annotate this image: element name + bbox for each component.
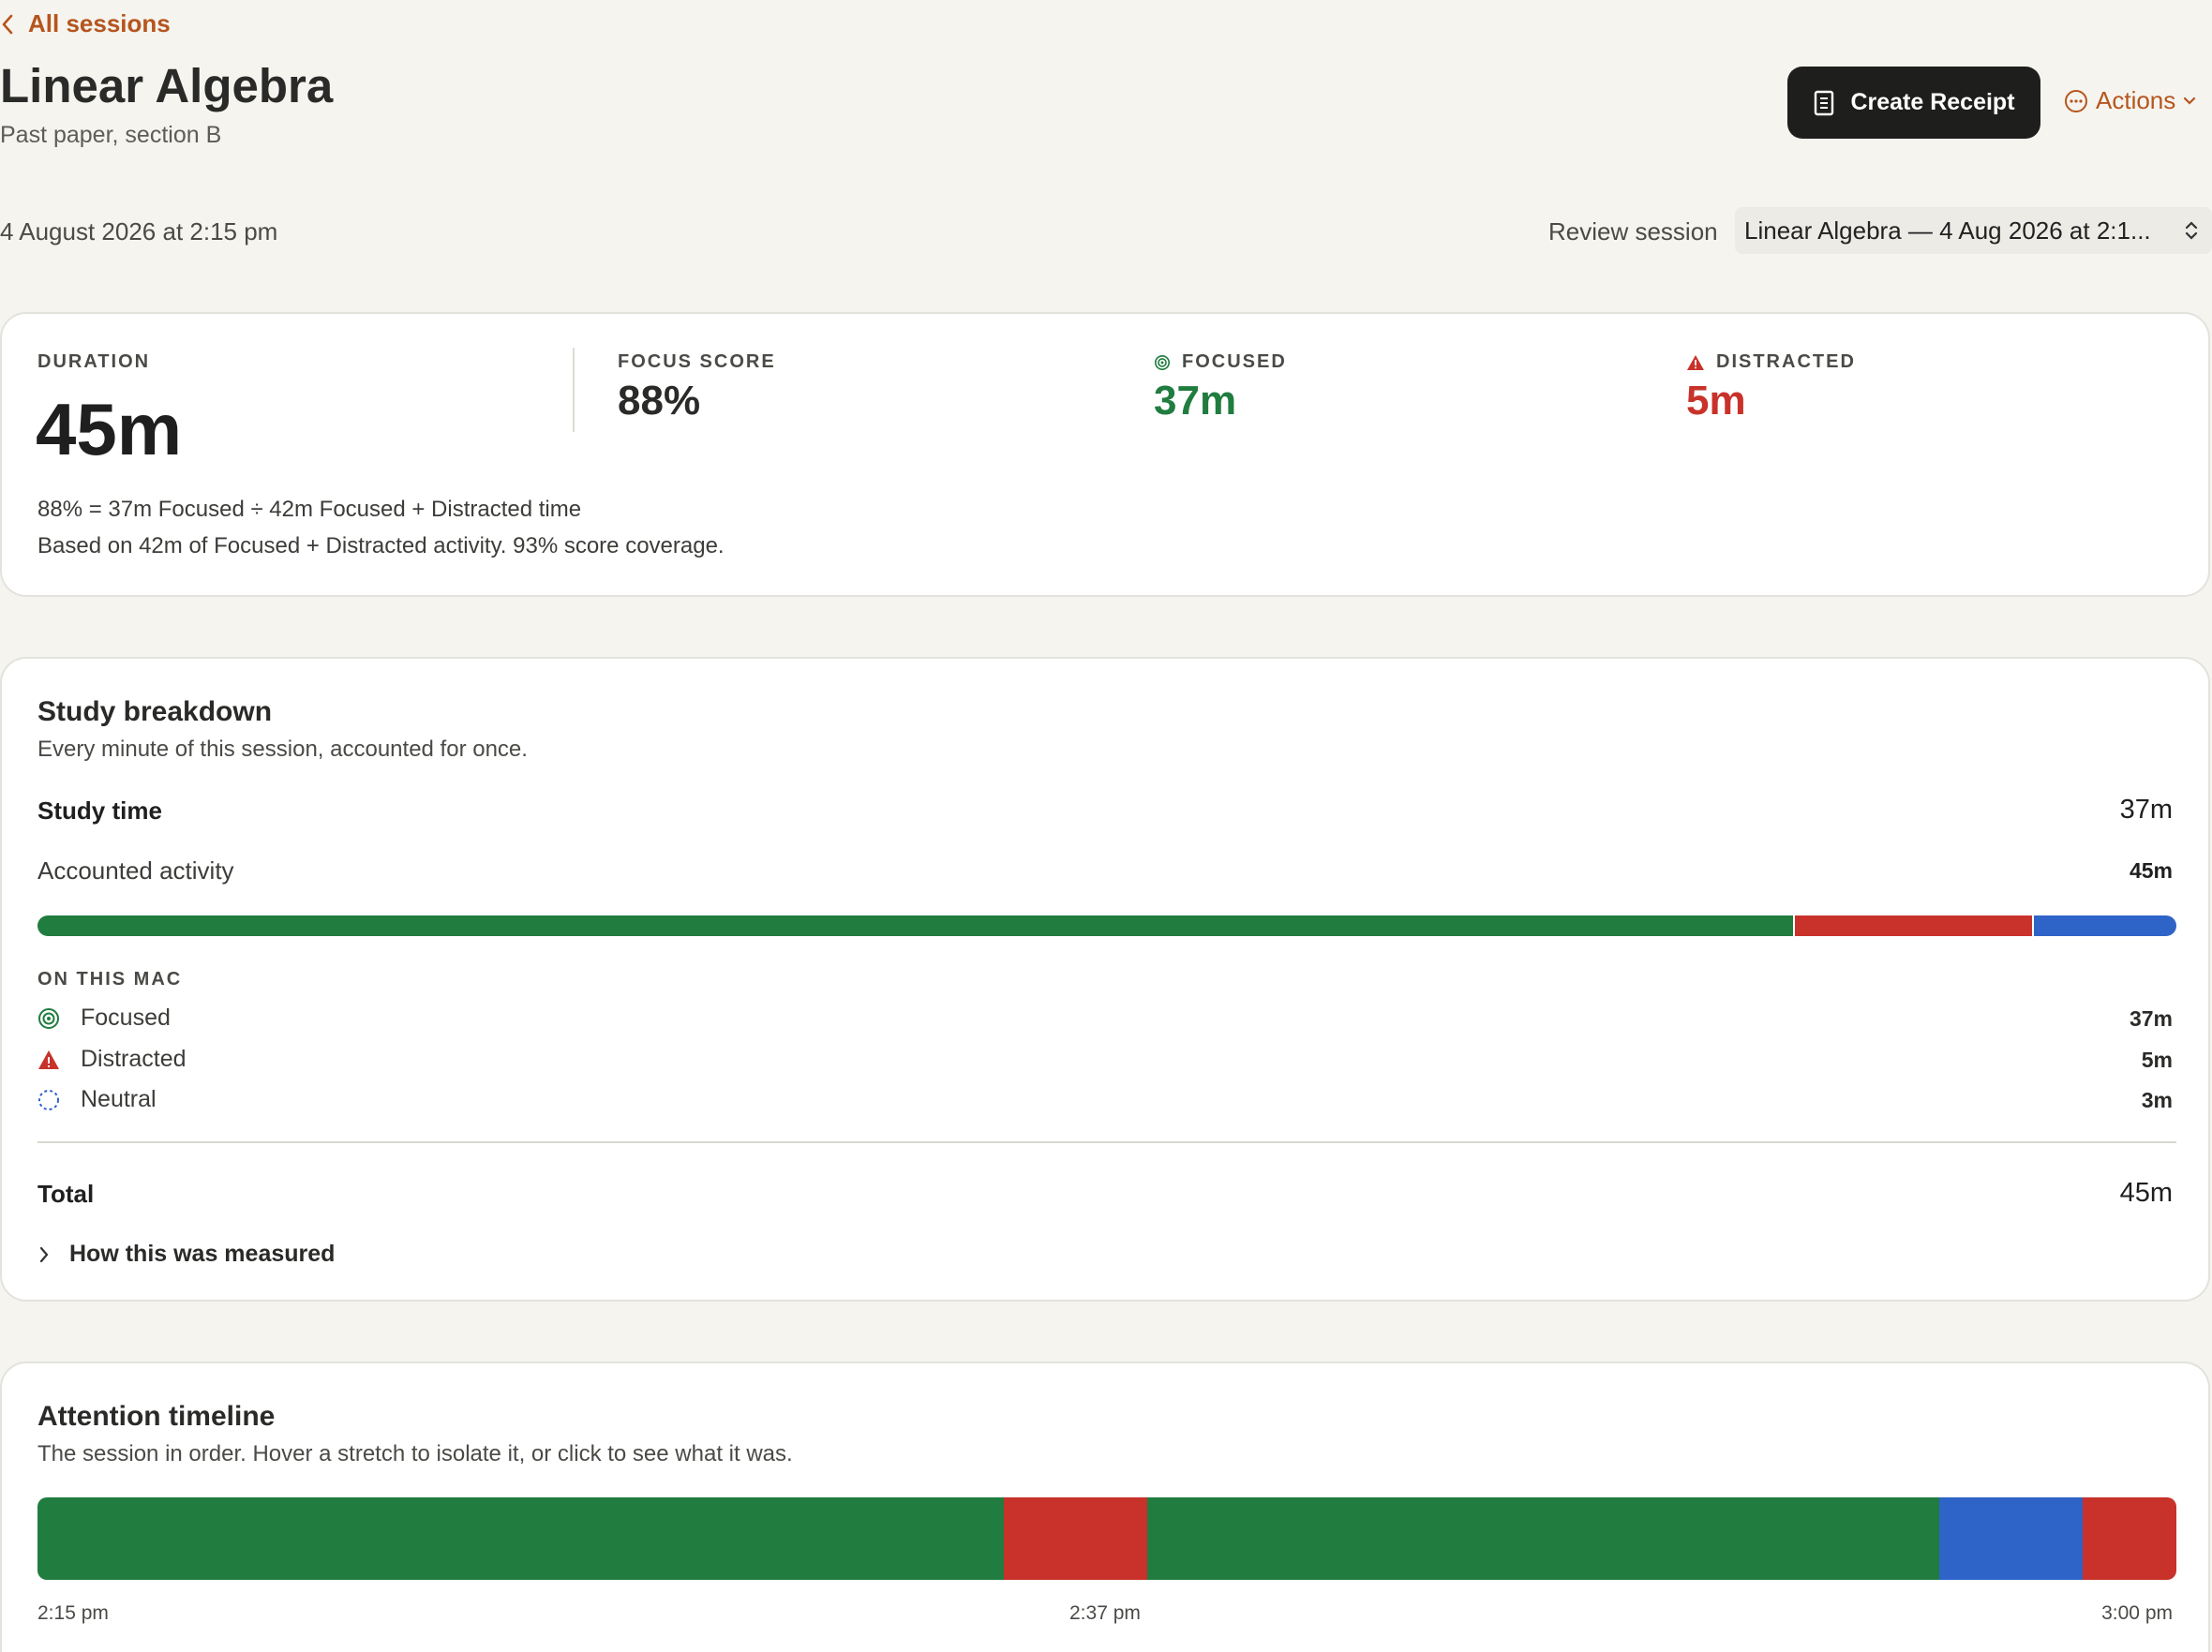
distracted-value: 5m — [1686, 378, 1746, 424]
summary-card: DURATION 45m FOCUS SCORE 88% FOCUSED 37m… — [0, 312, 2210, 597]
duration-value: 45m — [36, 388, 183, 470]
distracted-label: DISTRACTED — [1716, 351, 1856, 372]
timeline-title: Attention timeline — [37, 1401, 276, 1432]
actions-menu-button[interactable]: Actions — [2064, 86, 2196, 115]
focused-item-label: Focused — [81, 1005, 171, 1031]
distracted-stat-label: DISTRACTED — [1686, 351, 1856, 373]
breakdown-item-distracted: Distracted — [37, 1046, 187, 1073]
stat-divider — [573, 348, 575, 432]
review-session-value: Linear Algebra — 4 Aug 2026 at 2:1... — [1744, 216, 2151, 245]
timeline-segment-focused[interactable] — [37, 1497, 1005, 1580]
warning-triangle-icon — [1687, 354, 1704, 370]
timeline-segment-distracted[interactable] — [2082, 1497, 2176, 1580]
attention-timeline-bar[interactable] — [37, 1497, 2176, 1580]
duration-label: DURATION — [37, 351, 151, 372]
chevron-left-icon — [2, 14, 13, 34]
timeline-end-tick: 3:00 pm — [2101, 1602, 2173, 1624]
study-breakdown-card: Study breakdown Every minute of this ses… — [0, 657, 2210, 1302]
bar-segment-focused — [37, 915, 1794, 936]
focused-label: FOCUSED — [1182, 351, 1287, 372]
breakdown-subtitle: Every minute of this session, accounted … — [37, 737, 528, 762]
more-circle-icon — [2065, 89, 2087, 112]
review-session-select[interactable]: Linear Algebra — 4 Aug 2026 at 2:1... — [1735, 207, 2212, 254]
back-to-sessions-link[interactable]: All sessions — [0, 9, 171, 38]
bar-segment-neutral — [2032, 915, 2176, 936]
receipt-icon — [1815, 90, 1834, 115]
timeline-segment-neutral[interactable] — [1938, 1497, 2083, 1580]
timeline-segment-distracted[interactable] — [1004, 1497, 1148, 1580]
focus-score-formula: 88% = 37m Focused ÷ 42m Focused + Distra… — [37, 497, 582, 522]
breakdown-item-neutral: Neutral — [37, 1086, 157, 1113]
focused-value: 37m — [1154, 378, 1237, 424]
distracted-item-value: 5m — [2141, 1048, 2173, 1072]
dashed-circle-icon — [38, 1089, 59, 1110]
up-down-chevron-icon — [2185, 221, 2198, 240]
chevron-down-icon — [2184, 97, 2196, 105]
timeline-segment-focused[interactable] — [1147, 1497, 1939, 1580]
total-label: Total — [37, 1180, 95, 1208]
chevron-right-icon — [39, 1246, 49, 1262]
focused-stat-label: FOCUSED — [1154, 351, 1287, 373]
create-receipt-button[interactable]: Create Receipt — [1787, 67, 2040, 139]
activity-stacked-bar — [37, 915, 2176, 936]
page-title: Linear Algebra — [0, 59, 334, 112]
actions-label: Actions — [2096, 86, 2176, 114]
accounted-activity-label: Accounted activity — [37, 856, 234, 885]
distracted-item-label: Distracted — [81, 1046, 187, 1072]
breakdown-item-focused: Focused — [37, 1005, 171, 1032]
timeline-start-tick: 2:15 pm — [37, 1602, 109, 1624]
bar-segment-distracted — [1793, 915, 2033, 936]
how-measured-label: How this was measured — [69, 1241, 336, 1267]
neutral-item-value: 3m — [2141, 1088, 2173, 1112]
back-link-label: All sessions — [28, 9, 171, 37]
breakdown-divider — [37, 1141, 2176, 1143]
accounted-activity-value: 45m — [2129, 858, 2173, 883]
review-session-label: Review session — [1548, 217, 1718, 246]
breakdown-title: Study breakdown — [37, 696, 273, 727]
focus-target-icon — [38, 1007, 59, 1029]
timeline-mid-tick: 2:37 pm — [1069, 1602, 1141, 1624]
timeline-subtitle: The session in order. Hover a stretch to… — [37, 1441, 793, 1466]
focused-item-value: 37m — [2129, 1006, 2173, 1031]
study-time-label: Study time — [37, 796, 162, 825]
score-coverage-note: Based on 42m of Focused + Distracted act… — [37, 533, 725, 558]
focus-score-label: FOCUS SCORE — [618, 351, 776, 372]
warning-triangle-icon — [38, 1049, 59, 1069]
how-measured-disclosure[interactable]: How this was measured — [37, 1241, 335, 1268]
on-this-mac-label: ON THIS MAC — [37, 969, 183, 990]
session-date: 4 August 2026 at 2:15 pm — [0, 217, 278, 246]
create-receipt-label: Create Receipt — [1850, 89, 2015, 115]
focus-score-value: 88% — [618, 378, 701, 424]
study-time-value: 37m — [2119, 795, 2173, 825]
attention-timeline-card: Attention timeline The session in order.… — [0, 1362, 2210, 1652]
focus-target-icon — [1154, 354, 1171, 370]
neutral-item-label: Neutral — [81, 1086, 157, 1112]
page-subtitle: Past paper, section B — [0, 122, 222, 148]
total-value: 45m — [2119, 1178, 2173, 1208]
